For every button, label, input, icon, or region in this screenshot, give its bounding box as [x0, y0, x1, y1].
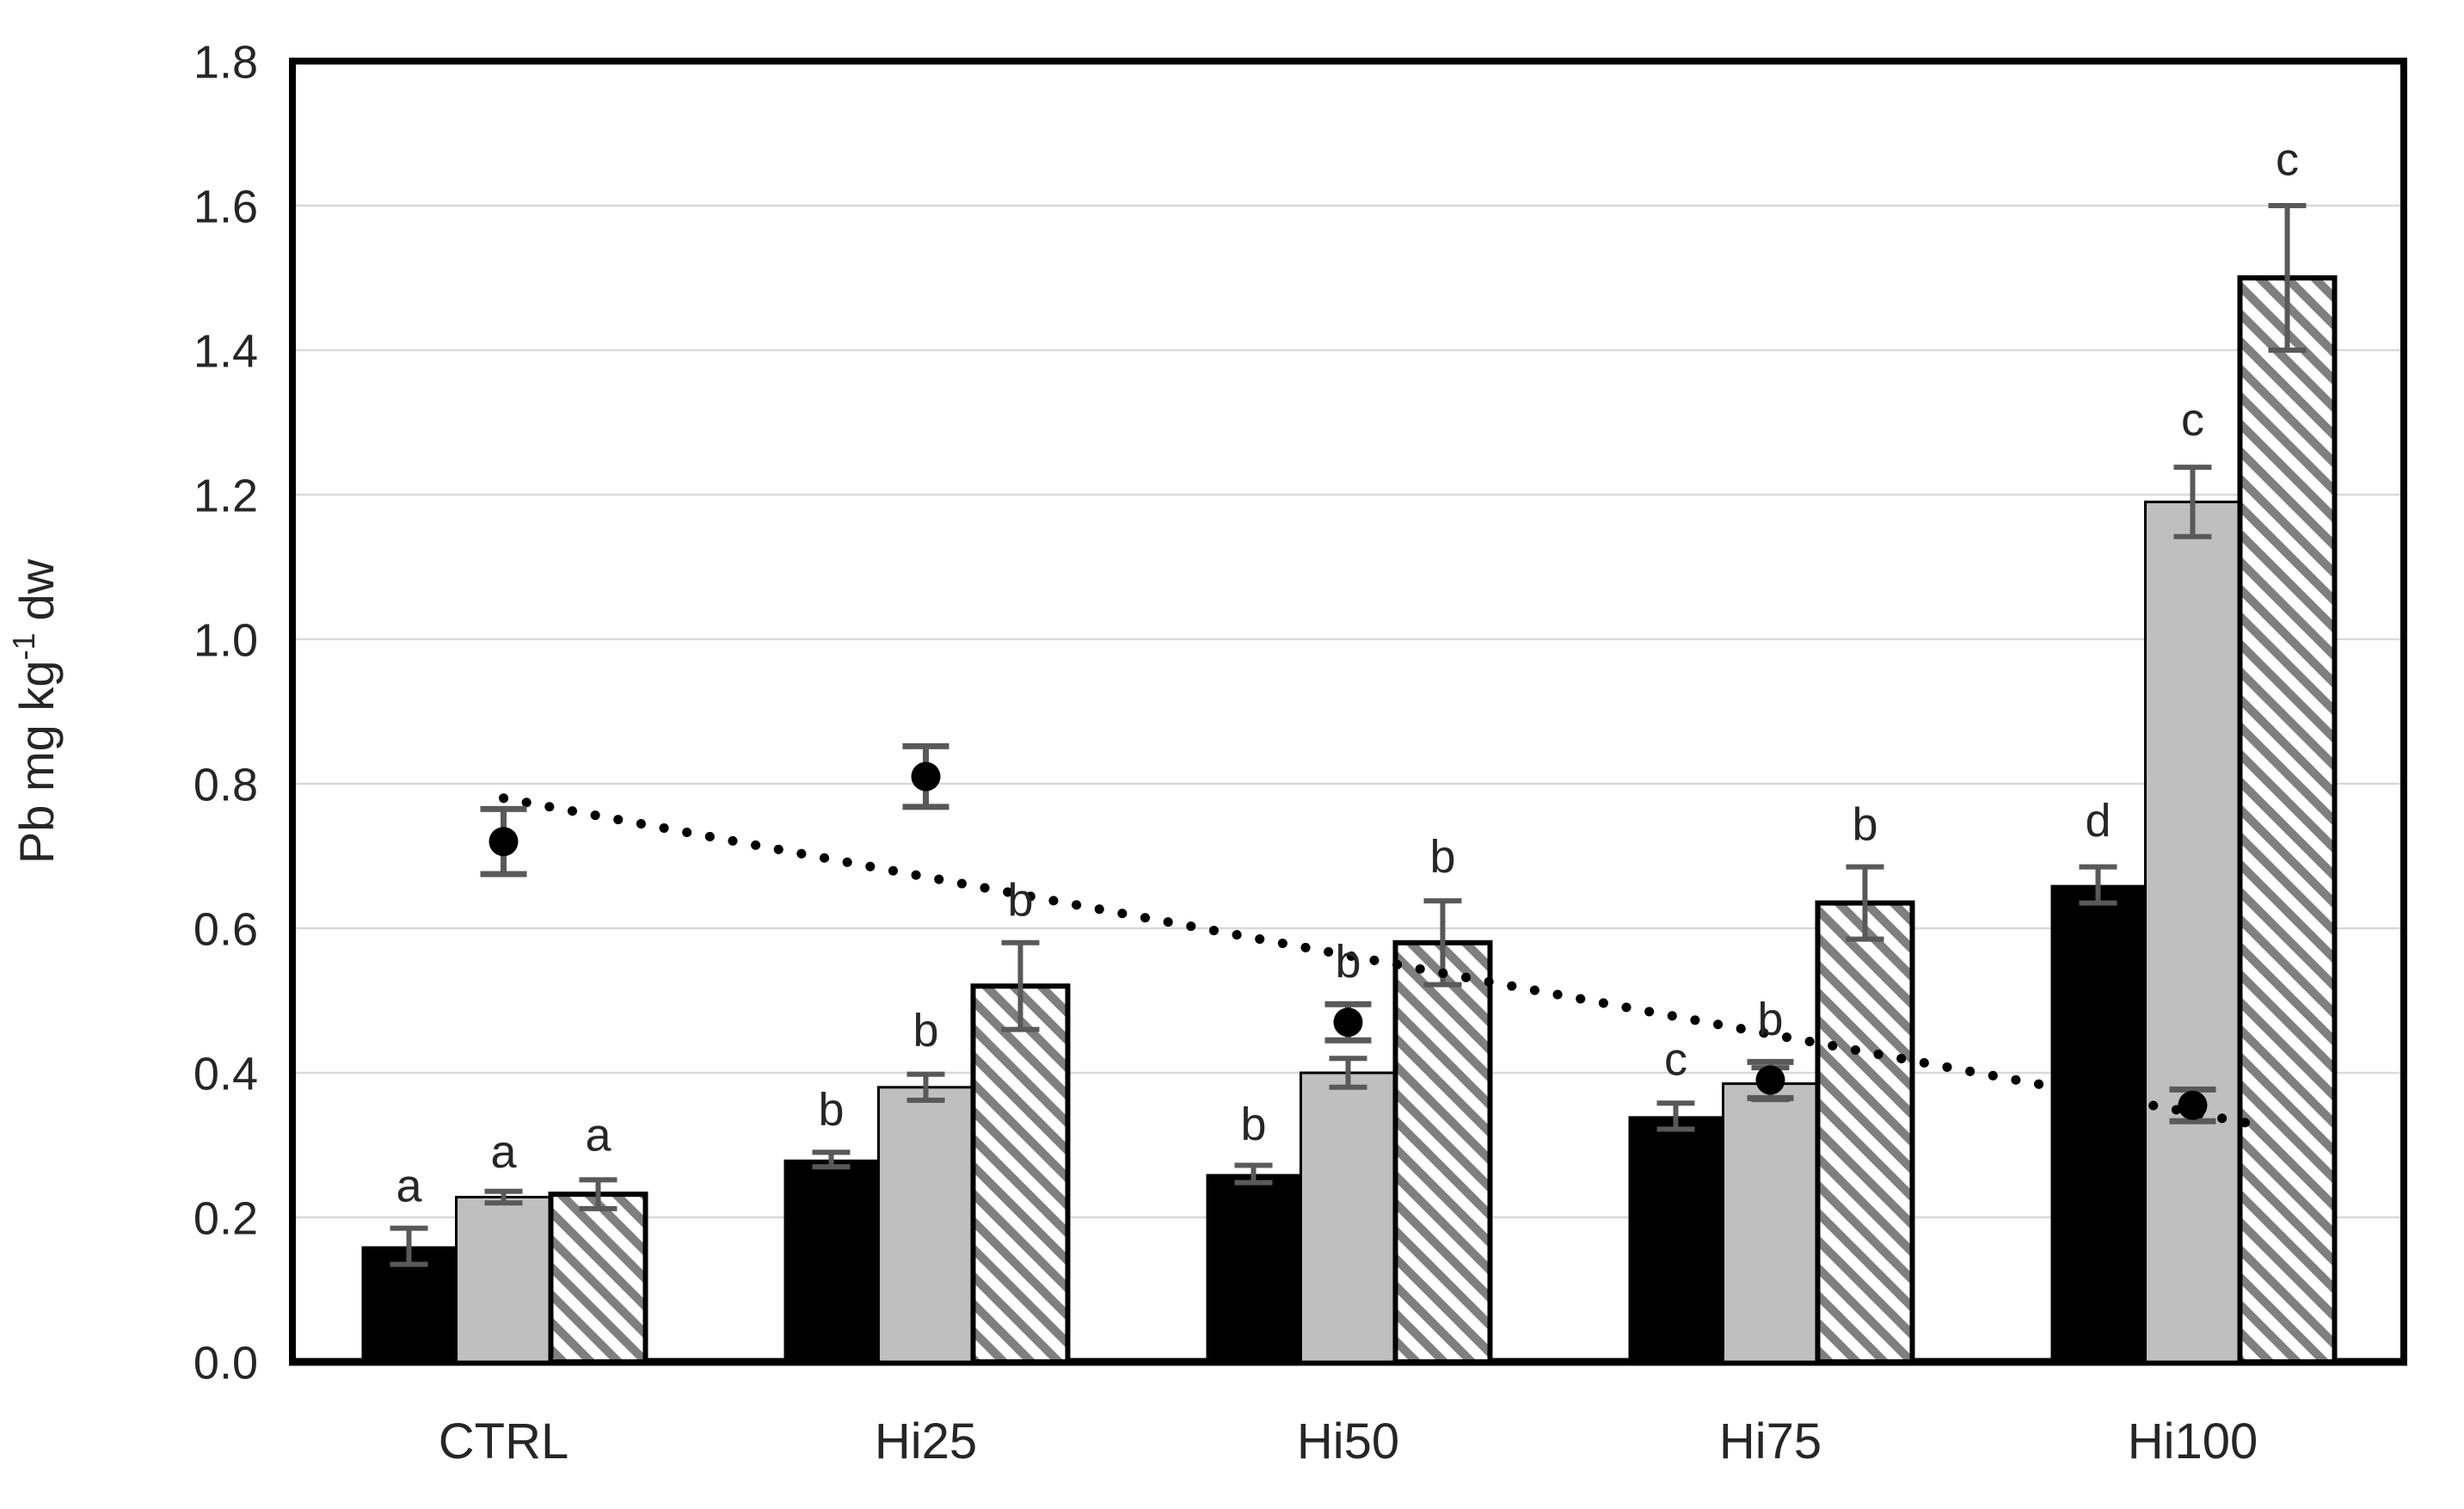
y-tick-label: 0.0	[194, 1337, 258, 1389]
bar-Hi25-black-solid-bars	[783, 1159, 879, 1362]
bar-series	[361, 275, 2338, 1365]
y-axis-title-text: Pb mg kg-1dw	[6, 558, 64, 864]
y-tick-label: 0.4	[194, 1048, 258, 1099]
dot-markers	[480, 742, 2216, 1124]
x-category-label: Hi25	[875, 1414, 977, 1469]
dot-marker	[2178, 1090, 2208, 1120]
x-category-label: Hi75	[1719, 1414, 1822, 1469]
bar-Hi100-black-solid-bars	[2050, 884, 2146, 1362]
sig-letter: c	[2276, 134, 2299, 186]
trendline	[499, 793, 2254, 1129]
bar-Hi75-gray-solid-bars	[1722, 1082, 1819, 1364]
y-tick-label: 1.6	[194, 181, 258, 232]
y-tick-label: 1.2	[194, 470, 258, 521]
bar-Hi50-gray-solid-bars	[1300, 1071, 1397, 1364]
y-tick-label: 1.4	[194, 325, 258, 377]
x-category-label: Hi50	[1297, 1414, 1399, 1469]
y-tick-label: 1.8	[194, 36, 258, 88]
sig-letter: a	[585, 1110, 611, 1161]
bar-Hi75-diagonal-hatched-bars	[1815, 900, 1915, 1364]
y-axis-tick-labels: 0.0 0.2 0.4 0.6 0.8 1.0 1.2 1.4 1.6 1.8	[194, 36, 258, 1389]
dotted-trendline	[499, 793, 2254, 1129]
bar-error-bars	[390, 203, 2307, 1267]
y-axis-title: Pb mg kg-1dw	[6, 558, 64, 864]
sig-letter: d	[2085, 795, 2111, 847]
sig-letter: c	[2181, 394, 2204, 446]
sig-letter: c	[1664, 1033, 1687, 1085]
sig-letter: b	[1757, 994, 1783, 1045]
y-tick-label: 0.2	[194, 1192, 258, 1244]
x-axis-category-labels: CTRL Hi25 Hi50 Hi75 Hi100	[439, 1414, 2258, 1469]
sig-letter: b	[1007, 875, 1033, 927]
sig-letter: b	[1335, 936, 1361, 988]
x-category-label: CTRL	[439, 1414, 568, 1469]
gridlines	[292, 204, 2404, 1219]
sig-letter: a	[490, 1126, 517, 1178]
sig-letter: b	[1429, 831, 1455, 883]
sig-letter: b	[1240, 1099, 1266, 1150]
bar-Hi25-gray-solid-bars	[877, 1086, 974, 1364]
bar-Hi50-diagonal-hatched-bars	[1392, 939, 1493, 1365]
bar-Hi75-black-solid-bars	[1628, 1116, 1724, 1362]
significance-letters: a b b c d a b b b c a b b b c	[396, 134, 2299, 1212]
y-tick-label: 1.0	[194, 614, 258, 666]
dot-marker	[1755, 1065, 1785, 1095]
bar-CTRL-gray-solid-bars	[455, 1195, 552, 1364]
sig-letter: b	[912, 1005, 938, 1056]
bar-Hi100-gray-solid-bars	[2144, 500, 2241, 1364]
y-tick-label: 0.6	[194, 903, 258, 955]
bar-Hi50-black-solid-bars	[1206, 1173, 1301, 1362]
dot-marker	[1333, 1007, 1363, 1038]
sig-letter: b	[1852, 798, 1877, 850]
black-solid-bars	[361, 884, 2146, 1362]
sig-letter: a	[396, 1160, 422, 1211]
bar-CTRL-diagonal-hatched-bars	[548, 1192, 648, 1364]
gray-solid-bars	[455, 500, 2241, 1364]
bar-Hi25-diagonal-hatched-bars	[970, 983, 1071, 1364]
dot-marker	[488, 827, 519, 857]
y-tick-label: 0.8	[194, 759, 258, 810]
sig-letter: b	[818, 1084, 844, 1136]
x-category-label: Hi100	[2128, 1414, 2258, 1469]
bar-Hi100-diagonal-hatched-bars	[2237, 275, 2338, 1364]
dot-marker	[911, 761, 941, 791]
